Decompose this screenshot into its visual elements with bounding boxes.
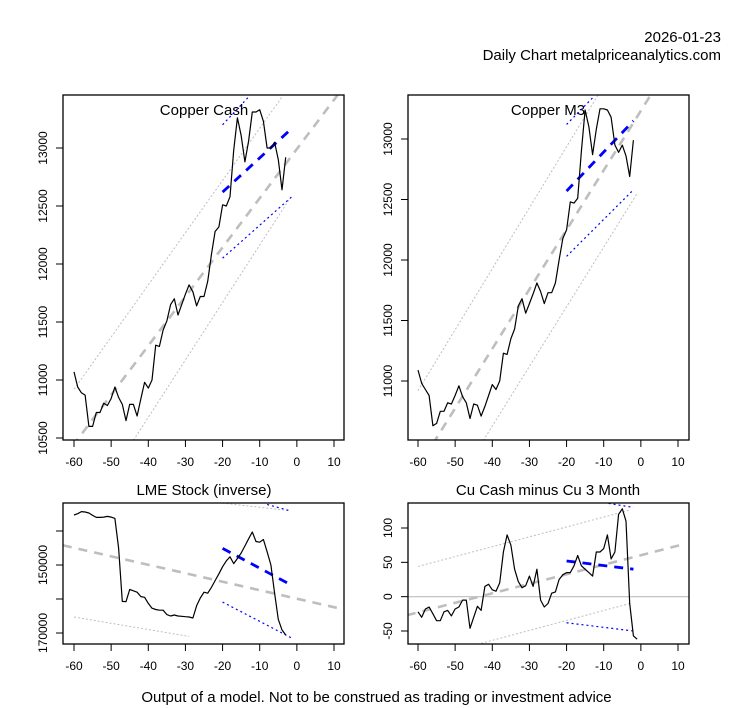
upper-band-line [73, 96, 283, 390]
recent-lower-band [222, 195, 294, 259]
y-tick-label: 11000 [36, 363, 50, 396]
upper-band-line [417, 509, 630, 567]
panel-title: Cu Cash minus Cu 3 Month [456, 482, 640, 499]
panel-title: LME Stock (inverse) [136, 482, 271, 499]
y-tick-label: 170000 [36, 613, 50, 653]
plot-frame [62, 502, 345, 645]
x-tick-label: -30 [521, 659, 539, 673]
panel-cu-spread: Cu Cash minus Cu 3 Month -60 -50 -40 -30 -20… [381, 482, 690, 673]
y-tick-label: 11500 [36, 305, 50, 338]
x-tick-label: -30 [177, 659, 195, 673]
x-tick-label: -10 [251, 455, 269, 469]
price-line [73, 511, 287, 636]
x-tick-label: -60 [409, 455, 427, 469]
x-tick-label: -40 [140, 659, 158, 673]
y-tick-label: 12500 [381, 182, 395, 216]
x-tick-label: -50 [446, 659, 464, 673]
y-tick-label: 12500 [36, 189, 50, 223]
x-tick-label: -20 [214, 659, 232, 673]
x-tick-label: -10 [595, 659, 613, 673]
recent-trend-line [221, 547, 291, 586]
lower-band-line [133, 198, 290, 440]
x-tick-label: 0 [638, 455, 645, 469]
y-tick-label: 11500 [381, 304, 395, 337]
recent-trend-line [566, 559, 634, 571]
x-tick-label: -60 [65, 659, 83, 673]
plot-frame [407, 502, 690, 645]
x-tick-label: 10 [327, 659, 341, 673]
x-tick-label: 0 [638, 659, 645, 673]
y-tick-label: 10500 [36, 421, 50, 455]
y-tick-label: 12000 [381, 243, 395, 277]
x-tick-label: -60 [65, 455, 83, 469]
x-tick-label: -20 [214, 455, 232, 469]
chart-date: 2026-01-23 [644, 29, 721, 46]
x-tick-label: -40 [484, 659, 502, 673]
lower-band-line [481, 603, 630, 644]
y-tick-label: 11000 [381, 364, 395, 397]
panel-title: Copper Cash [160, 102, 248, 119]
y-tick-label: 100 [381, 518, 395, 538]
price-line [417, 108, 634, 427]
x-tick-label: 10 [671, 455, 685, 469]
plot-frame [62, 94, 345, 441]
x-tick-label: -60 [409, 659, 427, 673]
x-tick-label: -40 [140, 455, 158, 469]
trend-line [63, 544, 342, 611]
x-tick-label: -50 [446, 455, 464, 469]
upper-band-line [417, 95, 599, 391]
x-tick-label: 10 [327, 455, 341, 469]
recent-trend-line [565, 119, 635, 192]
y-tick-label: 12000 [36, 247, 50, 281]
trend-line [75, 95, 340, 440]
price-line [73, 109, 287, 427]
y-tick-label: 0 [381, 593, 395, 600]
y-tick-label: -50 [381, 622, 395, 640]
recent-lower-band [566, 622, 634, 632]
plot-area [417, 95, 653, 440]
recent-upper-band [222, 96, 250, 126]
recent-upper-band [266, 503, 290, 512]
y-tick-label: 13000 [36, 131, 50, 165]
plot-area [63, 503, 342, 640]
x-tick-label: -40 [484, 455, 502, 469]
panel-copper-m3: Copper M3 -60 -50 -40 -30 -20 -10 0 10 11000 1150… [381, 94, 690, 469]
panel-lme-stock: LME Stock (inverse) -60 -50 -40 -30 -20 -10 0 1… [36, 482, 345, 673]
x-tick-label: -50 [102, 659, 120, 673]
x-tick-label: 0 [294, 659, 301, 673]
x-tick-label: -10 [595, 455, 613, 469]
plot-frame [407, 94, 690, 441]
upper-band-line [222, 503, 290, 512]
chart-subtitle: Daily Chart metalpriceanalytics.com [482, 47, 721, 64]
x-tick-label: -30 [177, 455, 195, 469]
trend-line [433, 95, 653, 440]
lower-band-line [73, 616, 190, 637]
recent-lower-band [222, 601, 294, 640]
x-tick-label: 10 [671, 659, 685, 673]
y-tick-label: 50 [381, 555, 395, 569]
recent-lower-band [566, 189, 634, 257]
y-tick-label: 13000 [381, 122, 395, 156]
price-line [417, 508, 638, 640]
x-tick-label: -20 [558, 659, 576, 673]
x-tick-label: 0 [294, 455, 301, 469]
x-tick-label: -20 [558, 455, 576, 469]
panel-copper-cash: Copper Cash -60 -50 -40 -30 -20 -10 0 10 10500 11… [36, 94, 345, 469]
plot-area [408, 503, 689, 644]
x-tick-label: -50 [102, 455, 120, 469]
recent-upper-band [566, 97, 594, 125]
x-tick-label: -10 [251, 659, 269, 673]
plot-area [73, 95, 340, 440]
x-tick-label: -30 [521, 455, 539, 469]
y-tick-label: 150000 [36, 545, 50, 585]
panel-title: Copper M3 [511, 102, 585, 119]
disclaimer: Output of a model. Not to be construed a… [141, 689, 612, 706]
lower-band-line [482, 193, 638, 440]
